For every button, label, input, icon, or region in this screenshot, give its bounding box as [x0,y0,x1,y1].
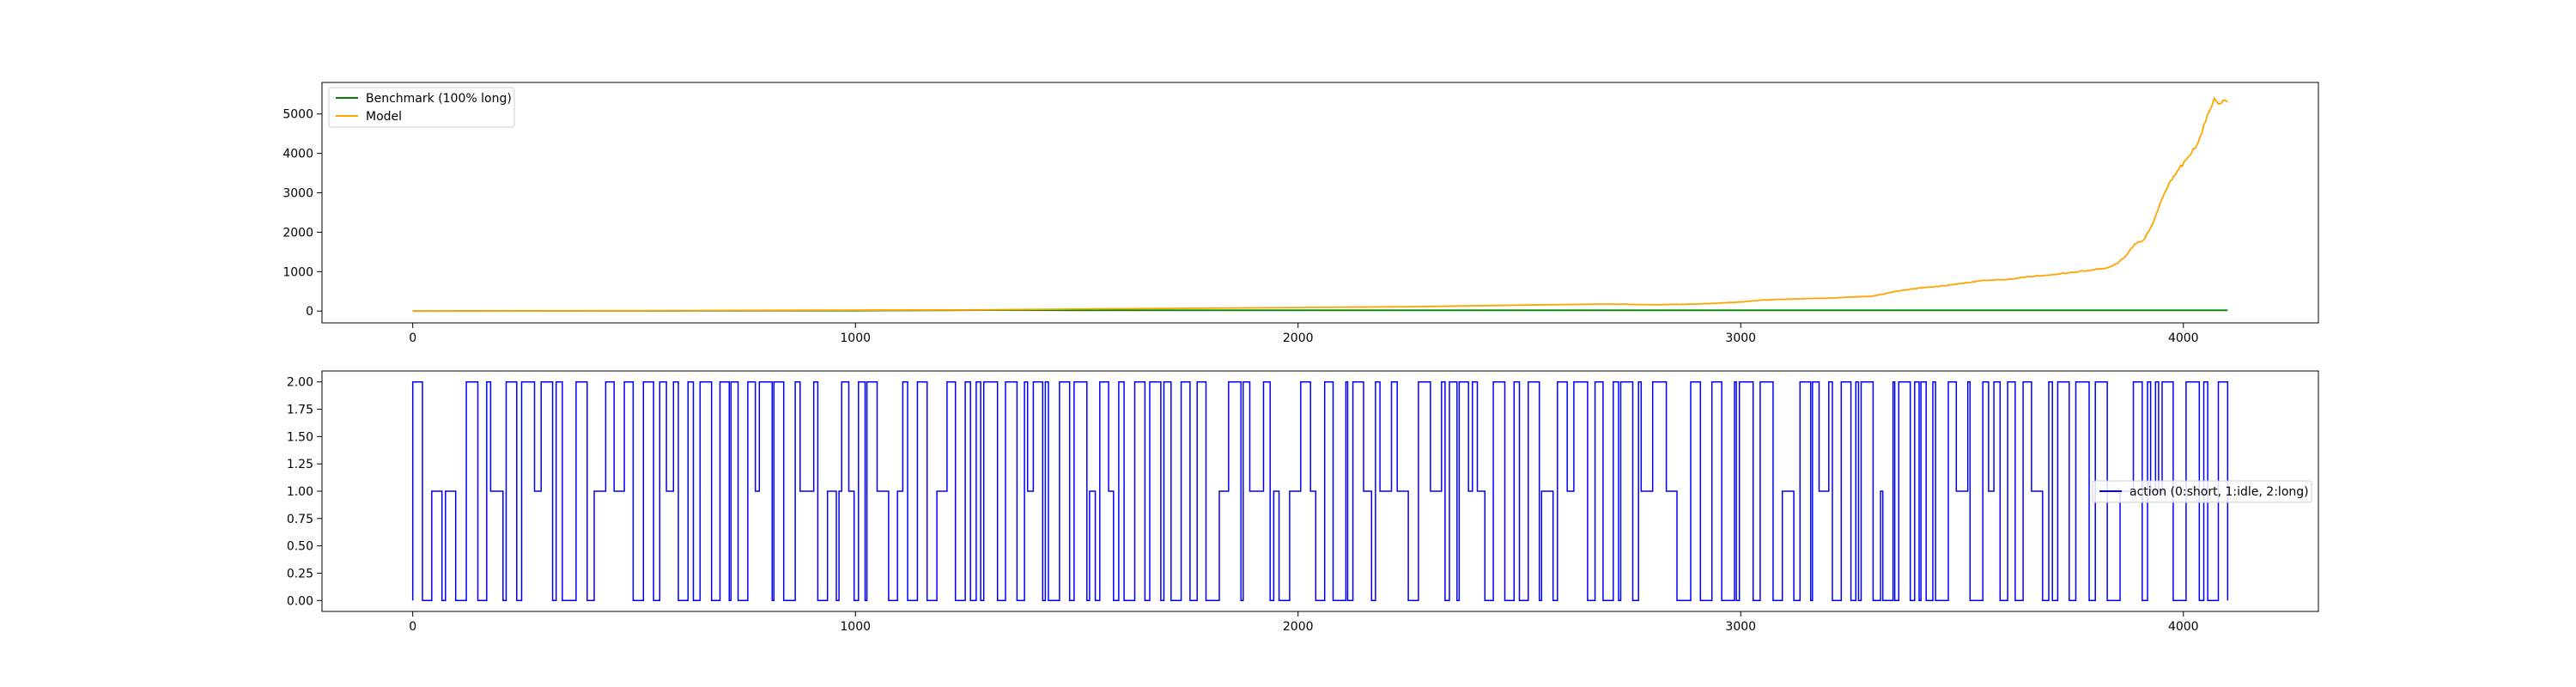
price-x-tick-label: 1000 [840,331,871,345]
action-y-tick-label: 0.00 [287,594,313,608]
action-y-tick-label: 1.00 [287,485,313,499]
price-y-tick-label: 2000 [283,226,313,240]
action-x-tick-label: 2000 [1283,620,1314,634]
price-chart-legend: Benchmark (100% long) Model [328,87,515,128]
action-y-tick-label: 0.25 [287,567,313,581]
series-line-action-0-short-1-idle-2-long [411,380,2229,602]
price-series-group [412,96,2228,313]
action-y-tick-label: 0.50 [287,540,313,554]
action-x-tick-label: 1000 [840,620,871,634]
price-x-tick-label: 3000 [1725,331,1756,345]
series-line-model [412,96,2228,313]
action-y-tick-label: 1.25 [287,458,313,471]
action-x-tick-label: 4000 [2168,620,2199,634]
price-y-tick-label: 3000 [283,187,313,201]
legend-action-label: action (0:short, 1:idle, 2:long) [2129,485,2309,499]
legend-model-label: Model [366,110,402,124]
action-chart-x-ticks: 0 1000 2000 3000 4000 [409,611,2199,634]
action-y-tick-label: 0.75 [287,513,313,526]
price-x-tick-label: 4000 [2168,331,2199,345]
price-y-tick-label: 0 [306,305,313,319]
price-y-tick-label: 5000 [283,108,313,122]
action-y-tick-label: 1.50 [287,430,313,444]
price-y-tick-label: 1000 [283,265,313,279]
price-chart-frame [321,82,2319,324]
legend-box [328,87,515,128]
action-series-group [411,380,2229,602]
price-chart-y-ticks: 0 1000 2000 3000 4000 5000 [283,108,322,319]
price-chart-x-ticks: 0 1000 2000 3000 4000 [409,323,2199,345]
price-y-tick-label: 4000 [283,148,313,161]
action-y-tick-label: 2.00 [287,376,313,390]
price-x-tick-label: 2000 [1283,331,1314,345]
action-chart-axes: 0 1000 2000 3000 4000 0.00 0.25 0.50 0.75 1.00 1.… [287,370,2319,634]
legend-box [2092,480,2312,503]
action-x-tick-label: 3000 [1725,620,1756,634]
legend-benchmark-label: Benchmark (100% long) [366,92,512,106]
action-x-tick-label: 0 [409,620,416,634]
action-y-tick-label: 1.75 [287,404,313,417]
action-chart-y-ticks: 0.00 0.25 0.50 0.75 1.00 1.25 1.50 1.75 2.00 [287,376,322,608]
price-x-tick-label: 0 [409,331,416,345]
action-chart-legend: action (0:short, 1:idle, 2:long) [2092,480,2312,503]
price-chart-axes: 0 1000 2000 3000 4000 010002000300040005000 … [283,82,2319,345]
